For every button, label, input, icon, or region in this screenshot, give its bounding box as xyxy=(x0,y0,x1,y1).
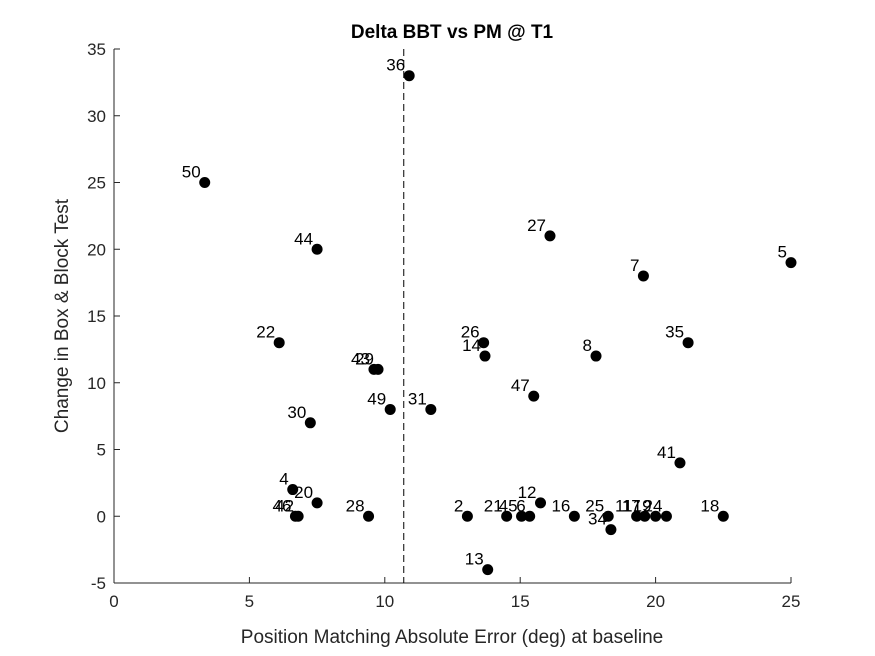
data-point xyxy=(605,524,617,536)
data-point xyxy=(660,510,672,522)
data-point xyxy=(682,337,694,349)
data-point xyxy=(535,497,547,509)
x-tick-label: 0 xyxy=(109,592,118,611)
data-point-label: 41 xyxy=(657,443,676,462)
data-point xyxy=(568,510,580,522)
data-point xyxy=(674,457,686,469)
data-point-label: 49 xyxy=(367,389,386,408)
data-point xyxy=(631,510,643,522)
data-point xyxy=(461,510,473,522)
y-tick-label: 30 xyxy=(87,107,106,126)
data-point-label: 20 xyxy=(294,483,313,502)
data-point-label: 46 xyxy=(273,496,292,515)
data-point-label: 13 xyxy=(465,550,484,569)
y-tick-label: 0 xyxy=(97,507,106,526)
data-point xyxy=(425,403,437,415)
y-tick-label: 35 xyxy=(87,40,106,59)
data-point-label: 11 xyxy=(615,496,633,515)
data-point xyxy=(363,510,375,522)
x-tick-label: 5 xyxy=(245,592,254,611)
data-point xyxy=(273,337,285,349)
data-point-label: 31 xyxy=(408,389,427,408)
data-point xyxy=(544,230,556,242)
data-point-label: 22 xyxy=(256,323,275,342)
data-point-label: 35 xyxy=(665,323,684,342)
data-point xyxy=(292,510,304,522)
data-point xyxy=(528,390,540,402)
y-tick-label: 25 xyxy=(87,174,106,193)
data-point xyxy=(501,510,513,522)
data-point-label: 2 xyxy=(454,496,463,515)
y-tick-label: -5 xyxy=(91,574,106,593)
data-point xyxy=(311,243,323,255)
data-point xyxy=(479,350,491,362)
data-point xyxy=(637,270,649,282)
data-point-label: 4 xyxy=(279,470,288,489)
data-point xyxy=(516,510,528,522)
data-point-label: 14 xyxy=(462,336,481,355)
data-point-label: 28 xyxy=(346,496,365,515)
data-point xyxy=(524,510,536,522)
data-point-label: 34 xyxy=(588,510,607,529)
data-point xyxy=(478,337,490,349)
data-point-label: 50 xyxy=(182,163,201,182)
data-point-label: 25 xyxy=(585,496,604,515)
data-point-label: 36 xyxy=(386,56,405,75)
data-point-label: 29 xyxy=(355,349,374,368)
x-axis-label: Position Matching Absolute Error (deg) a… xyxy=(241,627,663,648)
data-point xyxy=(639,510,651,522)
y-axis-label: Change in Box & Block Test xyxy=(52,198,73,433)
y-tick-label: 20 xyxy=(87,240,106,259)
data-point-label: 27 xyxy=(527,216,546,235)
data-point-label: 30 xyxy=(287,403,306,422)
data-point-label: 43 xyxy=(351,349,370,368)
data-point-label: 19 xyxy=(633,496,652,515)
data-point-label: 8 xyxy=(583,336,592,355)
data-point-label: 47 xyxy=(511,376,530,395)
chart-title: Delta BBT vs PM @ T1 xyxy=(351,22,554,43)
data-point-label: 7 xyxy=(630,256,639,275)
data-point xyxy=(650,510,662,522)
data-point-label: 18 xyxy=(700,496,719,515)
data-points xyxy=(199,70,797,576)
data-point xyxy=(311,497,323,509)
data-point xyxy=(287,484,299,496)
data-point xyxy=(717,510,729,522)
data-point xyxy=(482,564,494,576)
data-point-label: 12 xyxy=(518,483,537,502)
data-point xyxy=(384,403,396,415)
y-tick-label: 15 xyxy=(87,307,106,326)
data-point xyxy=(304,417,316,429)
data-point xyxy=(785,257,797,269)
data-point-label: 24 xyxy=(644,496,663,515)
data-point-label: 5 xyxy=(778,243,787,262)
data-point-label: 44 xyxy=(294,229,313,248)
data-point xyxy=(590,350,602,362)
data-point xyxy=(403,70,415,82)
x-tick-label: 20 xyxy=(646,592,665,611)
data-point-label: 21 xyxy=(484,496,503,515)
data-point-label: 26 xyxy=(461,323,480,342)
data-point-label: 16 xyxy=(551,496,570,515)
x-tick-label: 10 xyxy=(375,592,394,611)
data-point-label: 45 xyxy=(499,496,518,515)
y-tick-label: 5 xyxy=(97,441,106,460)
data-point xyxy=(199,177,211,188)
x-tick-label: 25 xyxy=(782,592,801,611)
y-tick-label: 10 xyxy=(87,374,106,393)
data-point-label: 17 xyxy=(622,496,641,515)
data-point-label: 42 xyxy=(275,496,294,515)
x-tick-label: 15 xyxy=(511,592,530,611)
data-point xyxy=(372,363,384,375)
data-point-label: 6 xyxy=(516,496,525,515)
data-point xyxy=(602,510,614,522)
